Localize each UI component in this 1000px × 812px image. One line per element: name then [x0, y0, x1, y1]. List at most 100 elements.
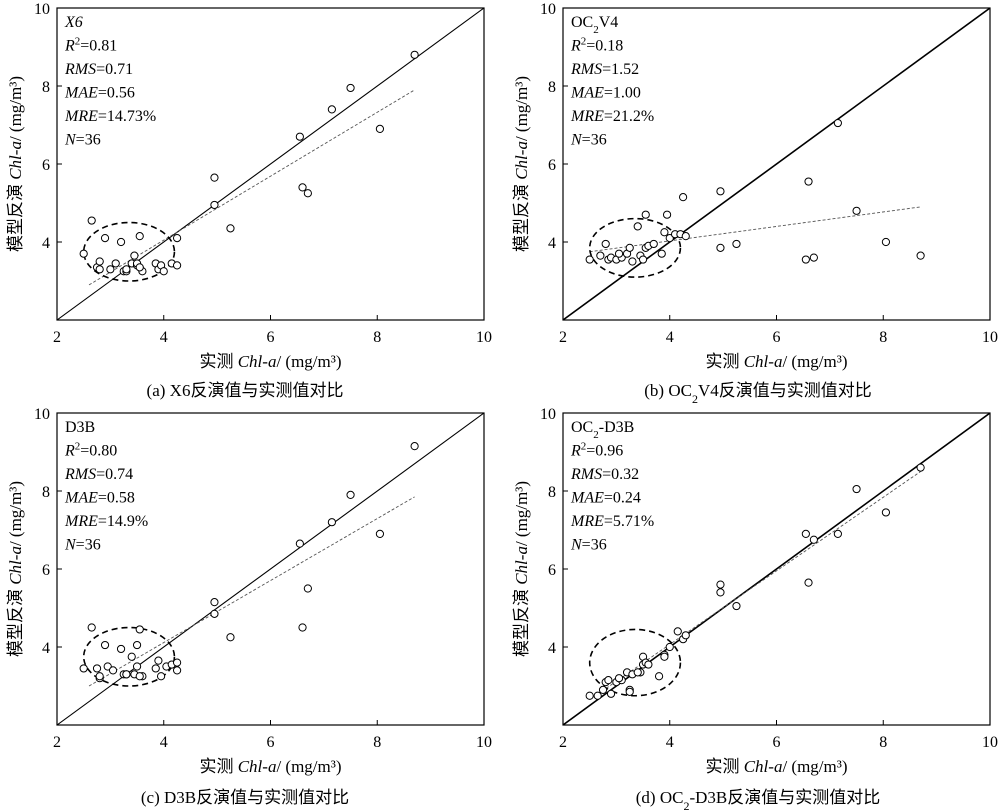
data-point [633, 222, 642, 231]
y-axis-label-var: Chl-a [6, 141, 25, 180]
x-axis-label-unit: / (mg/m³) [782, 352, 847, 371]
stat-annotation: MAE=0.58 [64, 490, 135, 507]
x-axis-label-prefix: 实测 [199, 757, 237, 776]
data-point [172, 261, 182, 270]
x-axis-label-prefix: 实测 [705, 352, 743, 371]
stat-value: OC [571, 14, 593, 31]
data-point [87, 623, 96, 632]
x-tick-label: 2 [53, 329, 61, 346]
stat-value: =0.58 [98, 490, 135, 507]
stat-value: =0.80 [80, 443, 117, 460]
stat-annotation: N=36 [570, 132, 607, 149]
data-point [132, 640, 142, 650]
data-point [122, 670, 131, 679]
stat-subscript: 2 [593, 24, 599, 36]
x-tick-label: 10 [982, 734, 998, 751]
data-point [585, 255, 594, 264]
data-point [132, 662, 142, 671]
stat-value: =21.2% [604, 108, 654, 125]
stat-value: =0.96 [586, 443, 623, 460]
y-axis-label: 模型反演 Chl-a/ (mg/m³) [512, 76, 531, 252]
stat-superscript: 2 [581, 36, 587, 48]
data-point [127, 652, 136, 661]
data-point [172, 666, 182, 675]
data-point [130, 251, 139, 260]
data-point [95, 265, 104, 274]
data-point [172, 234, 182, 243]
data-point [657, 249, 666, 258]
stat-symbol: N [570, 537, 583, 554]
data-point [210, 598, 219, 607]
data-point [156, 672, 166, 681]
data-point [95, 672, 104, 681]
y-tick-label: 8 [42, 79, 50, 96]
panel-caption: (b) OC2V4反演值与实测值对比 [644, 381, 871, 406]
panel-b: 2 4 6 8 1046810OC2V4R2=0.18RMS=1.52MAE=1.00M… [512, 1, 998, 406]
y-tick-label: 10 [540, 1, 556, 18]
x-tick-label: 6 [773, 329, 781, 346]
data-point [641, 210, 650, 219]
data-point [881, 508, 891, 517]
stat-value: =0.24 [604, 490, 641, 507]
stat-annotation: OC2-D3B [571, 419, 634, 441]
y-axis-label-prefix: 模型反演 [6, 585, 25, 657]
fit-line [88, 496, 415, 687]
data-point [606, 689, 616, 698]
data-point [614, 674, 624, 683]
stat-subscript: 2 [593, 429, 599, 441]
data-point [154, 656, 163, 665]
x-axis-label-var: Chl-a [238, 757, 277, 776]
x-tick-label: 6 [773, 734, 781, 751]
panel-caption: (d) OC2-D3B反演值与实测值对比 [636, 788, 880, 812]
stat-value: =14.73% [98, 108, 156, 125]
stat-symbol: RMS [64, 61, 96, 78]
y-tick-label: 6 [42, 157, 50, 174]
cluster-ellipse [588, 217, 682, 278]
x-axis-label-prefix: 实测 [199, 352, 237, 371]
one-to-one-line [563, 413, 990, 725]
x-tick-label: 4 [666, 734, 674, 751]
stat-superscript: 2 [581, 441, 587, 453]
data-point [210, 173, 219, 182]
stat-annotation: D3B [65, 419, 95, 436]
data-point [662, 210, 672, 219]
data-point [732, 239, 741, 249]
stat-symbol: R [64, 38, 75, 55]
data-point [116, 237, 126, 247]
stat-annotation: N=36 [570, 537, 607, 554]
data-point [135, 625, 144, 634]
fit-line [88, 89, 415, 286]
y-axis-label-unit: / (mg/m³) [512, 481, 531, 546]
data-point [111, 259, 120, 268]
y-tick-label: 4 [42, 235, 50, 252]
y-axis-label-unit: / (mg/m³) [6, 481, 25, 546]
y-tick-label: 8 [548, 484, 556, 501]
x-tick-label: 2 [559, 329, 567, 346]
stat-value: =0.74 [96, 466, 133, 483]
x-tick-label: 10 [476, 734, 492, 751]
x-tick-label: 6 [267, 734, 275, 751]
data-point [852, 206, 861, 215]
stat-symbol: MAE [64, 490, 98, 507]
one-to-one-line [563, 8, 990, 320]
data-point [79, 664, 88, 673]
stat-symbol: R [570, 38, 581, 55]
y-axis-label: 模型反演 Chl-a/ (mg/m³) [6, 76, 25, 252]
cluster-ellipse [588, 628, 682, 697]
caption-subscript: 2 [683, 799, 689, 812]
data-point [100, 234, 110, 243]
data-point [716, 580, 725, 589]
data-point [732, 601, 741, 611]
data-point [87, 216, 96, 225]
stat-annotation: MAE=1.00 [570, 85, 641, 102]
data-point [298, 183, 307, 192]
x-tick-label: 4 [666, 329, 674, 346]
x-tick-label: 8 [879, 734, 887, 751]
panel-caption: (c) D3B反演值与实测值对比 [141, 788, 349, 807]
stat-value: OC [571, 419, 593, 436]
data-point [833, 529, 842, 539]
y-axis-label-var: Chl-a [512, 141, 531, 180]
data-point [210, 200, 219, 210]
data-point [346, 83, 355, 93]
data-point [665, 642, 674, 652]
